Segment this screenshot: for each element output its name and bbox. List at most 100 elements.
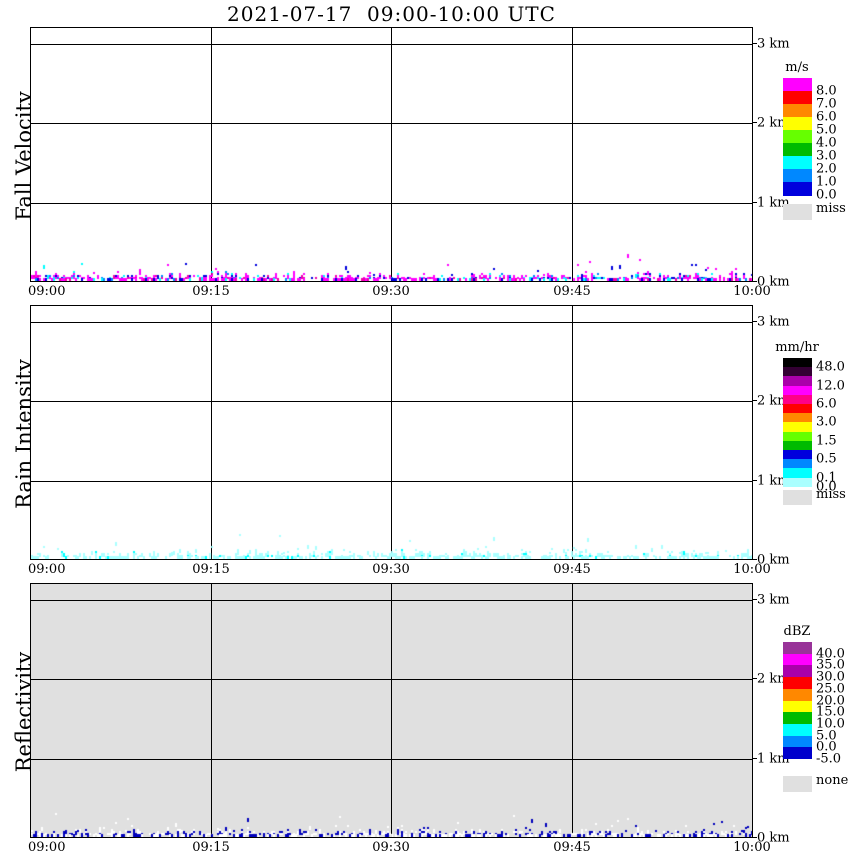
height-tick-mark: [753, 43, 757, 44]
height-tick-label: 3 km: [757, 592, 790, 608]
height-tick-mark: [753, 837, 757, 838]
colorbar-title-rain_intensity: mm/hr: [775, 340, 819, 355]
colorbar-band: [783, 367, 812, 377]
colorbar-band: [783, 735, 812, 748]
x-tick-label: 09:00: [28, 284, 66, 299]
height-tick-mark: [753, 599, 757, 600]
time-gridline-09:45: [572, 306, 573, 559]
plot-area-rain-intensity: [30, 305, 753, 560]
x-tick-label: 09:15: [192, 562, 230, 577]
colorbar-value-label: 0.1: [816, 470, 837, 486]
x-tick-label: 09:30: [372, 284, 410, 299]
colorbar-band: [783, 700, 812, 713]
colorbar-value-label: 8.0: [816, 83, 837, 99]
colorbar-band: [783, 91, 812, 105]
colorbar-value-label: 3.0: [816, 148, 837, 164]
height-tick-label: 3 km: [757, 314, 790, 330]
colorbar-value-label: 7.0: [816, 96, 837, 112]
height-tick-mark: [753, 480, 757, 481]
height-tick-label: 1 km: [757, 195, 790, 211]
colorbar-value-label: 3.0: [816, 414, 837, 430]
colorbar-value-label: 12.0: [816, 378, 845, 394]
x-tick-label: 09:00: [28, 840, 66, 855]
colorbar-value-label: 0.0: [816, 187, 837, 203]
height-tick-label: 2 km: [757, 115, 790, 131]
colorbar-band: [783, 653, 812, 666]
colorbar-band: [783, 413, 812, 423]
colorbar-band: [783, 385, 812, 396]
colorbar-band: [783, 394, 812, 405]
missing-data-label: miss: [816, 487, 846, 502]
colorbar-band: [783, 477, 812, 488]
time-gridline-09:15: [211, 28, 212, 281]
x-tick-label: 09:45: [553, 562, 591, 577]
colorbar-value-label: 5.0: [816, 122, 837, 138]
colorbar-value-label: 4.0: [816, 135, 837, 151]
colorbar-band: [783, 143, 812, 157]
colorbar-value-label: 0.0: [816, 479, 837, 495]
time-gridline-09:45: [572, 584, 573, 837]
colorbar-band: [783, 440, 812, 451]
plot-area-reflectivity: [30, 583, 753, 838]
height-tick-label: 0 km: [757, 274, 790, 290]
x-tick-label: 09:15: [192, 284, 230, 299]
colorbar-value-label: 6.0: [816, 109, 837, 125]
colorbar-band: [783, 422, 812, 433]
plot-area-fall-velocity: [30, 27, 753, 282]
colorbar-band: [783, 376, 812, 387]
time-gridline-09:45: [572, 28, 573, 281]
height-tick-mark: [753, 758, 757, 759]
colorbar-value-label: 35.0: [816, 657, 845, 673]
colorbar-band: [783, 104, 812, 118]
colorbar-band: [783, 642, 812, 655]
time-gridline-09:15: [211, 584, 212, 837]
colorbar-title-reflectivity: dBZ: [783, 624, 811, 639]
colorbar-band: [783, 459, 812, 469]
colorbar-value-label: 1.0: [816, 174, 837, 190]
colorbar-band: [783, 169, 812, 183]
x-tick-label: 09:30: [372, 562, 410, 577]
colorbar-band: [783, 468, 812, 479]
colorbar-band: [783, 747, 812, 760]
height-tick-mark: [753, 559, 757, 560]
time-gridline-09:30: [391, 28, 392, 281]
colorbar-value-label: 48.0: [816, 359, 845, 375]
colorbar-value-label: 10.0: [816, 716, 845, 732]
colorbar-value-label: 30.0: [816, 669, 845, 685]
missing-data-label: none: [816, 773, 849, 788]
colorbar-value-label: -5.0: [816, 751, 842, 767]
echo-canvas-rain_intensity: [31, 525, 752, 559]
figure-title: 2021-07-17 09:00-10:00 UTC: [227, 2, 556, 26]
echo-canvas-reflectivity: [31, 803, 752, 837]
colorbar-band: [783, 78, 812, 92]
height-tick-mark: [753, 678, 757, 679]
colorbar-band: [783, 404, 812, 414]
missing-data-label: miss: [816, 201, 846, 216]
colorbar-band: [783, 677, 812, 690]
colorbar-value-label: 0.0: [816, 739, 837, 755]
colorbar-band: [783, 723, 812, 737]
colorbar-band: [783, 688, 812, 701]
colorbar-title-fall_velocity: m/s: [785, 60, 809, 75]
colorbar-value-label: 15.0: [816, 704, 845, 720]
colorbar-band: [783, 117, 812, 131]
height-tick-label: 2 km: [757, 671, 790, 687]
x-tick-label: 10:00: [733, 284, 771, 299]
colorbar-band: [783, 431, 812, 442]
height-tick-label: 0 km: [757, 830, 790, 846]
colorbar-value-label: 20.0: [816, 693, 845, 708]
height-tick-label: 2 km: [757, 393, 790, 409]
colorbar-value-label: 2.0: [816, 161, 837, 177]
height-tick-label: 1 km: [757, 473, 790, 489]
height-tick-label: 0 km: [757, 552, 790, 568]
colorbar-value-label: 0.5: [816, 451, 837, 467]
height-tick-mark: [753, 122, 757, 123]
colorbar-band: [783, 156, 812, 170]
x-tick-label: 09:00: [28, 562, 66, 577]
height-tick-mark: [753, 400, 757, 401]
colorbar-band: [783, 182, 812, 196]
x-tick-label: 09:30: [372, 840, 410, 855]
time-gridline-09:30: [391, 584, 392, 837]
height-tick-mark: [753, 321, 757, 322]
